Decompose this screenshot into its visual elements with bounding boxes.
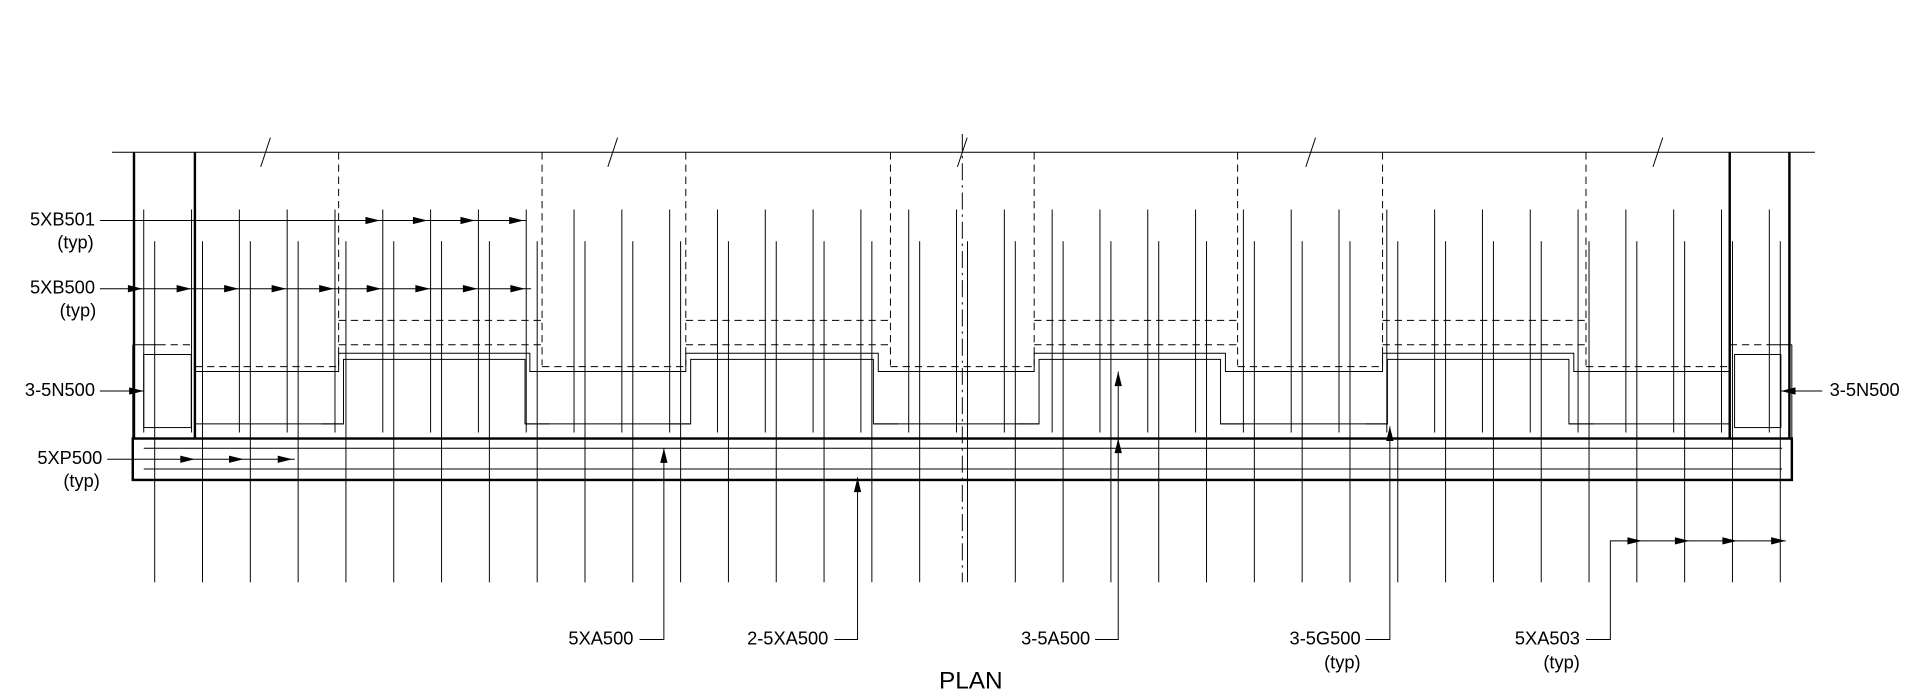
- label: 5XP500: [37, 447, 102, 468]
- label-note: (typ): [57, 231, 94, 252]
- arrowhead: [853, 477, 862, 493]
- leader: [639, 448, 665, 641]
- arrowhead: [229, 455, 244, 463]
- break-symbol: [956, 137, 968, 168]
- arrowhead: [180, 455, 195, 463]
- arrowhead: [1780, 387, 1796, 395]
- arrowhead: [366, 285, 382, 293]
- label-note: (typ): [1543, 652, 1580, 673]
- break-symbol: [607, 137, 619, 168]
- leader: [834, 477, 859, 641]
- arrowhead: [271, 285, 287, 293]
- arrowhead: [1114, 438, 1122, 454]
- label-note: (typ): [60, 300, 97, 321]
- arrowhead: [1114, 371, 1122, 387]
- label: 2-5XA500: [747, 627, 828, 648]
- label: 5XA500: [568, 627, 633, 648]
- label-note: (typ): [1324, 652, 1361, 673]
- label-note: (typ): [63, 470, 100, 491]
- drawing-title: PLAN: [939, 668, 1003, 695]
- arrowhead: [412, 216, 428, 225]
- arrowhead: [365, 216, 381, 225]
- label: 5XB500: [30, 277, 95, 298]
- arrowhead: [1627, 537, 1643, 545]
- end-stirrup: [143, 353, 192, 429]
- arrowhead: [176, 285, 192, 293]
- labels: 5XB501 (typ) 5XB500 (typ) 3-5N500 3-5N50…: [25, 208, 1900, 694]
- label: 3-5N500: [25, 379, 95, 400]
- label: 3-5N500: [1830, 379, 1900, 400]
- arrowhead: [415, 285, 430, 293]
- arrowhead: [1674, 537, 1690, 545]
- label: 5XB501: [30, 208, 95, 229]
- label: 3-5A500: [1021, 627, 1090, 648]
- arrowhead: [127, 285, 143, 293]
- arrowhead: [462, 285, 478, 293]
- label: 3-5G500: [1290, 627, 1361, 648]
- break-symbol: [260, 137, 271, 168]
- label: 5XA503: [1515, 627, 1580, 648]
- arrowhead: [129, 387, 144, 395]
- leader: [1365, 426, 1391, 641]
- arrowhead: [1722, 537, 1738, 545]
- arrowhead: [319, 285, 334, 293]
- end-stirrup: [1734, 353, 1782, 429]
- arrowhead: [277, 455, 293, 463]
- break-symbol: [1652, 137, 1664, 168]
- geometry: [99, 134, 1823, 641]
- arrowhead: [1386, 426, 1394, 441]
- arrowhead: [660, 448, 668, 463]
- leader: [1585, 540, 1786, 641]
- leader: [1095, 371, 1119, 641]
- break-symbol: [1305, 137, 1317, 168]
- arrowhead: [224, 285, 239, 293]
- arrowhead: [509, 216, 524, 225]
- arrowhead: [460, 216, 476, 225]
- arrowhead: [510, 285, 526, 293]
- arrowhead: [1771, 537, 1786, 545]
